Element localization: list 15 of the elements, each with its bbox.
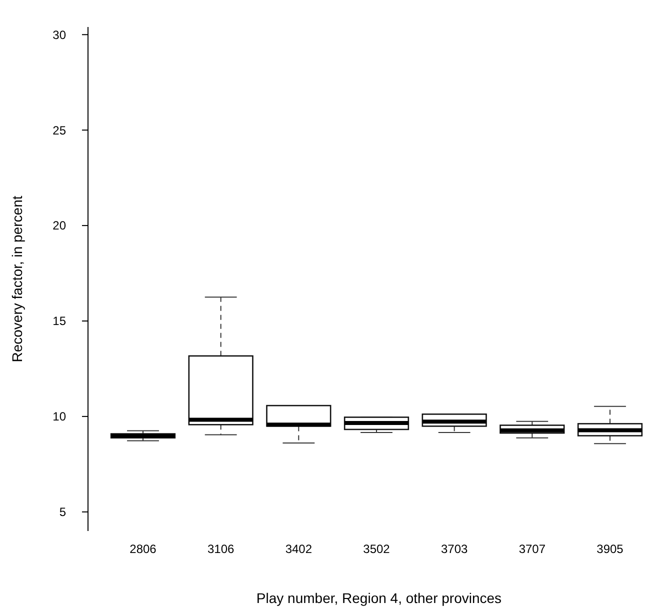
x-tick-label: 3707 <box>518 542 546 556</box>
x-axis-title: Play number, Region 4, other provinces <box>256 590 502 606</box>
y-axis-title: Recovery factor, in percent <box>9 196 25 362</box>
y-tick-label: 25 <box>52 123 66 138</box>
x-tick-label: 2806 <box>130 542 157 556</box>
x-tick-label: 3502 <box>363 542 390 556</box>
x-tick-label: 3905 <box>596 542 624 556</box>
y-tick-label: 30 <box>52 28 66 42</box>
x-tick-label: 3703 <box>440 542 468 556</box>
y-tick-label: 15 <box>52 314 66 328</box>
x-tick-label: 3106 <box>207 542 235 556</box>
y-tick-label: 10 <box>52 410 66 424</box>
y-tick-label: 20 <box>52 218 66 233</box>
y-tick-label: 5 <box>59 505 66 520</box>
x-tick-label: 3402 <box>285 542 312 556</box>
